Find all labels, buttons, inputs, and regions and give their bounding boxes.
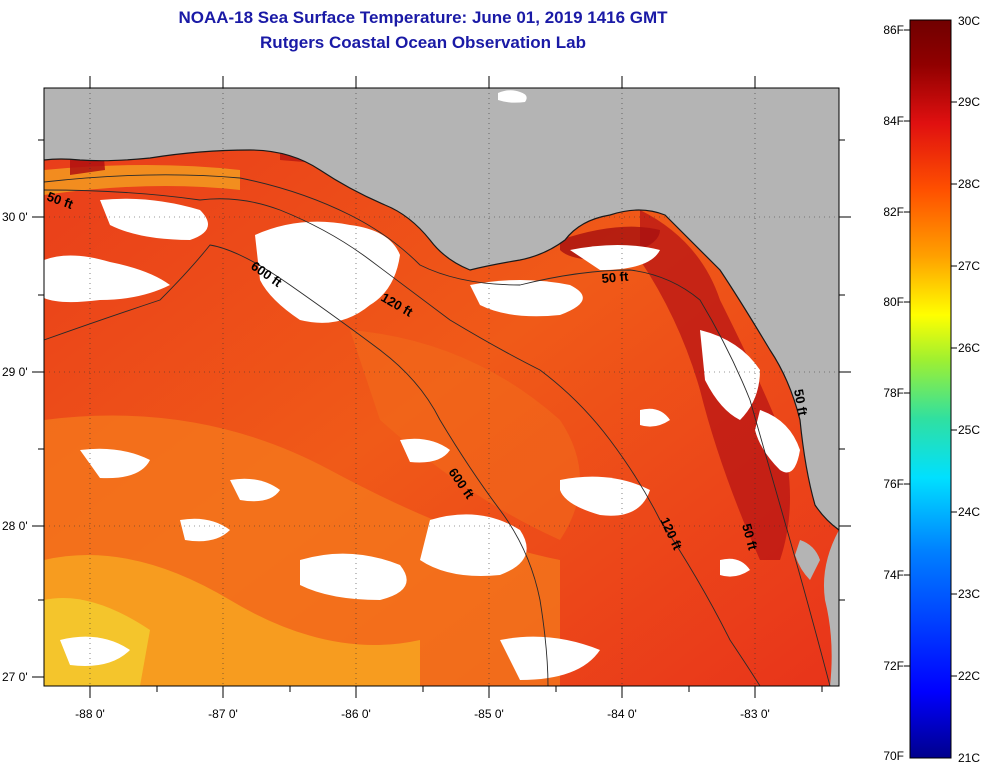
land-mass — [823, 530, 839, 686]
lat-label: 30 0' — [2, 210, 28, 224]
celsius-label: 28C — [958, 177, 980, 191]
fahrenheit-label: 74F — [883, 568, 904, 582]
fahrenheit-label: 70F — [883, 749, 904, 763]
contour-label: 50 ft — [601, 269, 630, 286]
coastline — [44, 149, 839, 531]
celsius-label: 29C — [958, 95, 980, 109]
map-frame — [43, 87, 840, 687]
land-mass — [44, 88, 839, 530]
cloud-cover — [44, 198, 800, 680]
cloud-cover — [498, 90, 527, 103]
lon-label: -85 0' — [474, 707, 504, 721]
contour-50ft — [44, 174, 831, 686]
map-subtitle: Rutgers Coastal Ocean Observation Lab — [260, 33, 586, 52]
celsius-label: 23C — [958, 587, 980, 601]
celsius-label: 21C — [958, 751, 980, 765]
celsius-label: 25C — [958, 423, 980, 437]
latitude-labels: 30 0' 29 0' 28 0' 27 0' — [2, 210, 28, 684]
fahrenheit-label: 82F — [883, 205, 904, 219]
lon-label: -83 0' — [740, 707, 770, 721]
lat-label: 28 0' — [2, 519, 28, 533]
fahrenheit-label: 78F — [883, 386, 904, 400]
contour-600ft — [44, 244, 549, 686]
lat-label: 29 0' — [2, 365, 28, 379]
celsius-label: 26C — [958, 341, 980, 355]
axis-ticks — [32, 76, 851, 698]
contour-120ft — [44, 189, 761, 686]
fahrenheit-label: 86F — [883, 23, 904, 37]
lon-label: -88 0' — [75, 707, 105, 721]
fahrenheit-label: 80F — [883, 295, 904, 309]
colorbar-ticks — [904, 29, 957, 677]
fahrenheit-label: 72F — [883, 659, 904, 673]
contour-label: 50 ft — [791, 388, 811, 418]
depth-contours — [44, 174, 831, 686]
map-title: NOAA-18 Sea Surface Temperature: June 01… — [178, 8, 668, 27]
contour-label: 50 ft — [739, 522, 761, 552]
celsius-label: 24C — [958, 505, 980, 519]
colorbar — [909, 19, 952, 759]
celsius-label: 22C — [958, 669, 980, 683]
colorbar-celsius-labels: 30C 29C 28C 27C 26C 25C 24C 23C 22C 21C — [958, 14, 980, 765]
coastal-warm-strip — [44, 165, 240, 195]
map-area — [44, 88, 839, 686]
orange-band — [350, 330, 580, 540]
celsius-label: 30C — [958, 14, 980, 28]
land-mass — [795, 540, 820, 580]
fahrenheit-label: 84F — [883, 114, 904, 128]
celsius-label: 27C — [958, 259, 980, 273]
colorbar-fahrenheit-labels: 86F 84F 82F 80F 78F 76F 74F 72F 70F — [883, 23, 904, 763]
lon-label: -86 0' — [341, 707, 371, 721]
longitude-labels: -88 0' -87 0' -86 0' -85 0' -84 0' -83 0… — [75, 707, 770, 721]
lat-label: 27 0' — [2, 670, 28, 684]
lon-label: -84 0' — [607, 707, 637, 721]
lon-label: -87 0' — [208, 707, 238, 721]
fahrenheit-label: 76F — [883, 477, 904, 491]
